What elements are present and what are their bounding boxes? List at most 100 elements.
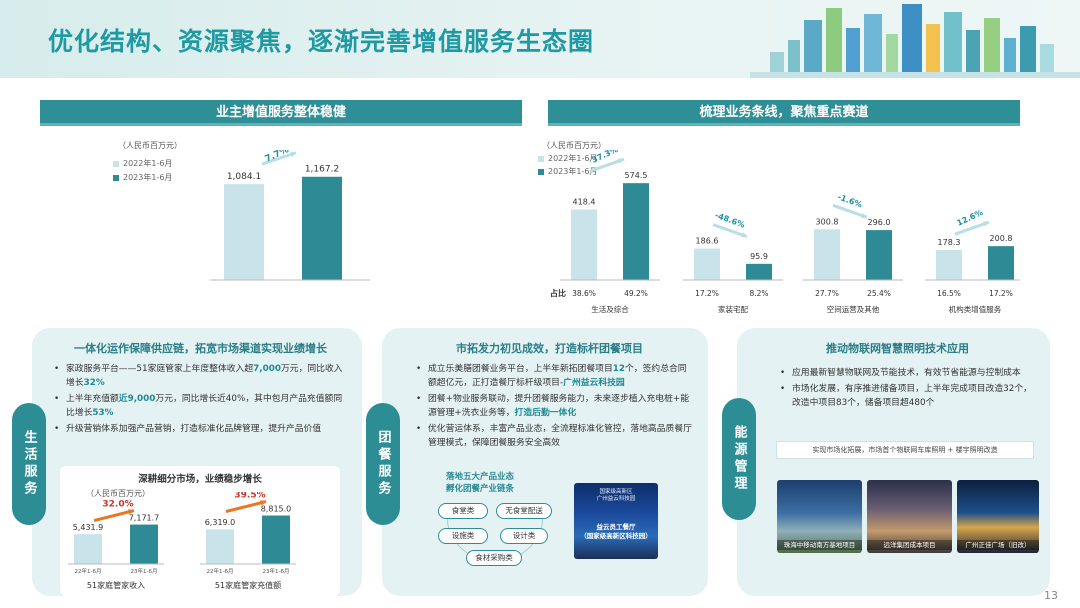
overall-bar-label-2: 1,167.2 xyxy=(305,165,339,175)
catering-photo-sign: 国家级高新区 广州益云科技园 xyxy=(596,489,636,502)
life-bullet-list: 家政服务平台——51家庭管家上年度整体收入超7,000万元，同比收入增长32% … xyxy=(54,362,344,438)
share-3-2022: 27.7% xyxy=(815,289,839,298)
bar-label-2-2023: 95.9 xyxy=(750,252,768,261)
overall-bar-1 xyxy=(224,184,264,280)
sub-group-label-1: 51家庭管家收入 xyxy=(87,580,145,590)
page-title: 优化结构、资源聚焦，逐渐完善增值服务生态圈 xyxy=(48,27,595,56)
overall-revenue-chart: 1,084.11,167.27.7% xyxy=(210,150,370,281)
sub-bar-2-1 xyxy=(206,529,234,564)
bar-4-2023 xyxy=(988,246,1014,280)
sub-bar-label-2-2: 8,815.0 xyxy=(261,505,292,514)
right-legend-2022-label: 2022年1-6月 xyxy=(548,154,598,163)
catering-panel-title: 市拓发力初见成效，打造标杆团餐项目 xyxy=(456,342,643,355)
right-legend-2022: 2022年1-6月 xyxy=(538,153,597,164)
category-label-2: 家装宅配 xyxy=(718,304,748,314)
life-bullet-1: 家政服务平台——51家庭管家上年度整体收入超7,000万元，同比收入增长32% xyxy=(54,362,344,390)
catering-box-delivery: 无食堂配送 xyxy=(496,503,552,519)
energy-side-label: 能源管理 xyxy=(722,398,756,520)
growth-arrow-4-shaft xyxy=(954,220,990,236)
left-legend-2022: 2022年1-6月 xyxy=(113,158,172,169)
overall-bar-label-1: 1,084.1 xyxy=(227,172,261,182)
growth-arrow-2-head xyxy=(741,232,747,238)
growth-arrow-2-shaft xyxy=(712,223,748,238)
catering-box-facility: 设施类 xyxy=(438,528,488,544)
energy-photo-2-caption: 远洋集团成本项目 xyxy=(867,540,952,550)
sub-growth-arrow-1-head xyxy=(128,509,134,515)
life-bullet-2: 上半年充值额近9,000万元，同比增长近40%，其中包月产品充值额同比增长53% xyxy=(54,392,344,420)
sub-growth-arrow-2-head xyxy=(260,500,266,506)
bar-label-1-2022: 418.4 xyxy=(573,197,596,206)
life-bullet-3: 升级营销体系加强产品营销，打造标准化品牌管理，提升产品价值 xyxy=(54,422,344,436)
energy-photo-3-caption: 广州正佳广场（旧改） xyxy=(957,540,1039,550)
left-legend-2023-label: 2023年1-6月 xyxy=(123,173,173,182)
bar-3-2023 xyxy=(866,230,892,280)
sub-bar-label-1-2: 7,171.7 xyxy=(129,514,160,523)
life-subchart-unit: （人民币百万元） xyxy=(86,489,150,498)
catering-bullet-list: 成立乐美膳团餐业务平台，上半年新拓团餐项目12个，签约总合同额超亿元，正打造餐厅… xyxy=(416,362,694,452)
sub-growth-arrow-2-shaft xyxy=(225,500,267,513)
growth-arrow-1-head xyxy=(618,158,624,164)
life-subchart-card xyxy=(60,466,340,596)
growth-arrow-1-shaft xyxy=(589,157,625,173)
left-section-header: 业主增值服务整体稳健 xyxy=(40,100,522,126)
catering-bullet-2: 团餐+物业服务联动，提升团餐服务能力，未来逐步植入充电桩+能源管理+洗衣业务等，… xyxy=(416,392,694,420)
bar-4-2022 xyxy=(936,249,962,280)
sub-bar-label-1-1: 5,431.9 xyxy=(73,523,104,532)
life-panel-title: 一体化运作保障供应链，拓宽市场渠道实现业绩增长 xyxy=(74,342,327,355)
category-label-4: 机构类增值服务 xyxy=(949,304,1002,314)
share-1-2023: 49.2% xyxy=(624,289,648,298)
business-line-chart: 占比418.438.6%574.549.2%生活及综合37.3%186.617.… xyxy=(550,150,1020,314)
right-legend-2023-label: 2023年1-6月 xyxy=(548,167,598,176)
catering-diagram-title-2: 孵化团餐产业链条 xyxy=(445,484,514,494)
sub-bar-2-2 xyxy=(262,515,290,564)
sub-bar-1-2 xyxy=(130,524,158,564)
energy-photo-1-caption: 珠海中移动南方基地项目 xyxy=(777,540,862,550)
left-legend-2022-label: 2022年1-6月 xyxy=(123,159,173,168)
bar-label-1-2023: 574.5 xyxy=(625,171,648,180)
share-row-label: 占比 xyxy=(550,288,566,298)
left-unit-label: （人民币百万元） xyxy=(118,141,182,150)
bar-label-3-2022: 300.8 xyxy=(816,217,839,226)
bar-label-4-2022: 178.3 xyxy=(938,238,961,247)
energy-panel-title: 推动物联网智慧照明技术应用 xyxy=(826,342,969,355)
housekeeping-chart: 5,431.9 22年1-6月 7,171.7 23年1-6月 51家庭管家收入 32.0… xyxy=(68,492,296,590)
share-2-2023: 8.2% xyxy=(749,289,768,298)
bar-2-2022 xyxy=(694,248,720,280)
overall-bar-2 xyxy=(302,176,342,280)
sub-cat-label-2-1: 22年1-6月 xyxy=(207,567,234,575)
sub-growth-label-2: 39.5% xyxy=(234,492,265,501)
category-label-3: 空间运营及其他 xyxy=(827,304,880,314)
life-side-label: 生活服务 xyxy=(12,403,46,525)
overall-growth-arrow-head xyxy=(290,151,296,158)
growth-arrow-3-shaft xyxy=(832,203,868,219)
energy-bullet-list: 应用最新智慧物联网及节能技术，有效节省能源与控制成本 市场化发展，有序推进储备项… xyxy=(780,366,1036,412)
sub-bar-label-2-1: 6,319.0 xyxy=(205,518,236,527)
share-1-2022: 38.6% xyxy=(572,289,596,298)
share-4-2023: 17.2% xyxy=(989,289,1013,298)
header-banner xyxy=(0,0,1080,78)
catering-diagram-title-1: 落地五大产品业态 xyxy=(445,472,514,482)
share-3-2023: 25.4% xyxy=(867,289,891,298)
page-number: 13 xyxy=(1044,589,1058,602)
left-legend-2023: 2023年1-6月 xyxy=(113,172,172,183)
sub-growth-label-1: 32.0% xyxy=(102,500,133,510)
catering-side-label: 团餐服务 xyxy=(366,403,400,525)
catering-box-design: 设计类 xyxy=(500,528,548,544)
right-unit-label: （人民币百万元） xyxy=(542,141,606,150)
energy-photo-1: 珠海中移动南方基地项目 xyxy=(777,480,862,553)
bar-2-2023 xyxy=(746,263,772,280)
energy-photo-3: 广州正佳广场（旧改） xyxy=(957,480,1039,553)
share-2-2022: 17.2% xyxy=(695,289,719,298)
sub-growth-arrow-1-shaft xyxy=(93,509,135,523)
city-skyline-illustration xyxy=(750,4,1080,78)
bar-1-2023 xyxy=(623,183,649,280)
bar-label-3-2023: 296.0 xyxy=(868,218,891,227)
sub-group-label-2: 51家庭管家充值额 xyxy=(215,580,281,590)
energy-bullet-2: 市场化发展，有序推进储备项目，上半年完成项目改造32个，改造中项目83个，储备项… xyxy=(780,382,1036,410)
energy-photo-2: 远洋集团成本项目 xyxy=(867,480,952,553)
category-label-1: 生活及综合 xyxy=(591,304,629,314)
growth-arrow-4-head xyxy=(983,221,989,227)
catering-photo: 国家级高新区 广州益云科技园 益云员工餐厅 （国家级高新区科技园） xyxy=(574,483,658,559)
energy-bullet-1: 应用最新智慧物联网及节能技术，有效节省能源与控制成本 xyxy=(780,366,1036,380)
bar-label-4-2023: 200.8 xyxy=(990,234,1013,243)
